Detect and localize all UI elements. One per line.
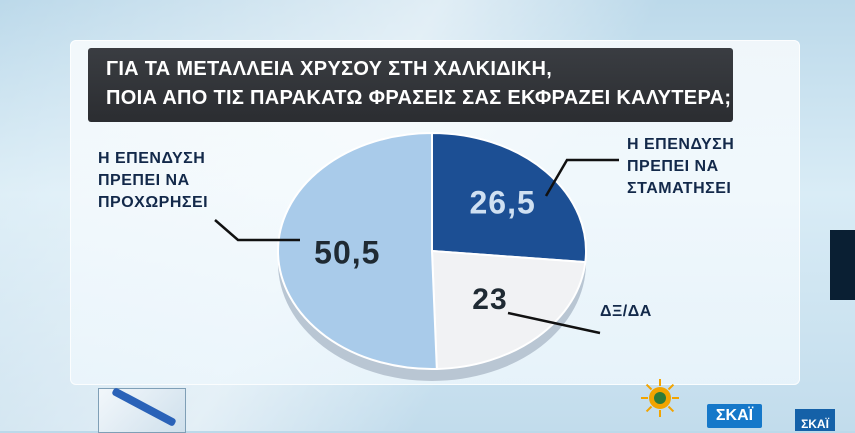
thumbnail-logo <box>98 387 186 433</box>
pie-leader-line-1 <box>507 311 601 335</box>
pie-slice-1 <box>430 249 587 370</box>
label-dk-na: ΔΞ/ΔΑ <box>600 301 652 323</box>
page-title-line-1: ΓΙΑ ΤΑ ΜΕΤΑΛΛΕΙΑ ΧΡΥΣΟΥ ΣΤΗ ΧΑΛΚΙΔΙΚΗ, <box>106 58 553 80</box>
skai-corner-logo: ΣΚΑΪ <box>795 409 835 431</box>
pie-leader-line-0 <box>544 158 619 197</box>
label-stop-line-3: ΣΤΑΜΑΤΗΣΕΙ <box>627 180 732 197</box>
pie-leader-line-2 <box>214 219 300 242</box>
skai-logo: ΣΚΑΪ <box>707 404 762 428</box>
pie-value-label-2: 50,5 <box>314 235 380 271</box>
label-stop-line-1: Η ΕΠΕΝΔΥΣΗ <box>627 136 735 153</box>
pie-slice-2 <box>277 131 438 370</box>
label-dk-na-line-1: ΔΞ/ΔΑ <box>600 303 652 320</box>
label-proceed: Η ΕΠΕΝΔΥΣΗ ΠΡΕΠΕΙ ΝΑ ΠΡΟΧΩΡΗΣΕΙ <box>98 148 208 214</box>
page-title-line-2: ΠΟΙΑ ΑΠΟ ΤΙΣ ΠΑΡΑΚΑΤΩ ΦΡΑΣΕΙΣ ΣΑΣ ΕΚΦΡΑΖ… <box>106 87 732 109</box>
sun-logo-icon <box>641 379 679 417</box>
label-proceed-line-2: ΠΡΕΠΕΙ ΝΑ <box>98 172 190 189</box>
thumbnail-stripe <box>111 387 177 427</box>
label-stop-line-2: ΠΡΕΠΕΙ ΝΑ <box>627 158 719 175</box>
pie-value-label-0: 26,5 <box>469 184 535 220</box>
pie-slice-0 <box>431 131 587 264</box>
pie-value-label-1: 23 <box>472 283 507 316</box>
label-proceed-line-1: Η ΕΠΕΝΔΥΣΗ <box>98 150 206 167</box>
frame-edge <box>830 230 855 300</box>
label-stop: Η ΕΠΕΝΔΥΣΗ ΠΡΕΠΕΙ ΝΑ ΣΤΑΜΑΤΗΣΕΙ <box>627 134 734 200</box>
label-proceed-line-3: ΠΡΟΧΩΡΗΣΕΙ <box>98 194 209 211</box>
title-box: ΓΙΑ ΤΑ ΜΕΤΑΛΛΕΙΑ ΧΡΥΣΟΥ ΣΤΗ ΧΑΛΚΙΔΙΚΗ, Π… <box>88 48 733 122</box>
